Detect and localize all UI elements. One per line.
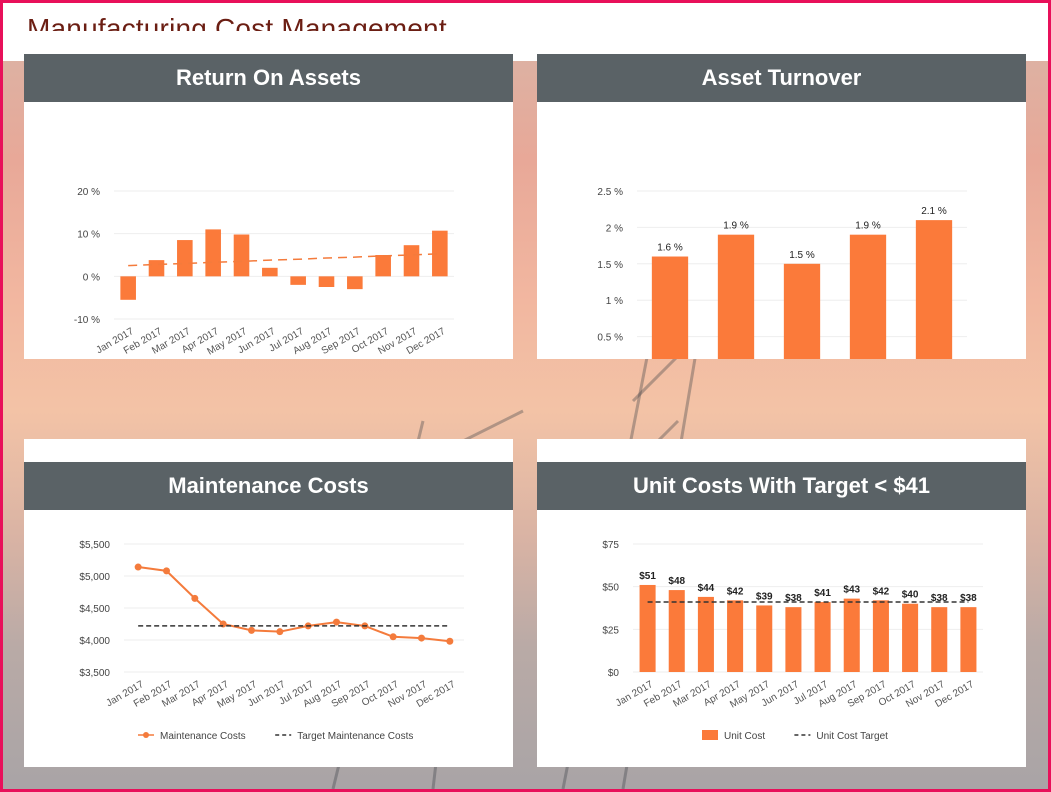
bar xyxy=(318,276,335,287)
roa-panel: Return On Assets 20 % 10 % 0 % -10 % Jan 201… xyxy=(24,31,513,359)
unit-cost-title: Unit Costs With Target < $41 xyxy=(537,462,1026,510)
line-point xyxy=(418,634,425,642)
unit-cost-panel: Unit Costs With Target < $41 $75 $50 $25 $0… xyxy=(537,439,1026,767)
y-tick-label: -10 % xyxy=(74,315,100,326)
bar xyxy=(902,603,919,672)
y-tick-label: 0.5 % xyxy=(597,333,623,344)
data-label: $42 xyxy=(727,586,744,597)
bar xyxy=(651,256,689,359)
data-label: 1.9 % xyxy=(855,221,881,232)
bar xyxy=(347,276,363,290)
line-point xyxy=(389,633,397,641)
y-tick-label: $5,500 xyxy=(79,540,110,551)
data-label: 1.9 % xyxy=(723,221,749,232)
asset-turnover-chart: 2.5 %2 %1.5 %1 %0.5 %0 %2013201420152016… xyxy=(597,187,967,359)
y-tick-label: $3,500 xyxy=(79,668,110,679)
line-point xyxy=(333,618,340,626)
bar xyxy=(756,605,773,672)
data-label: $38 xyxy=(785,593,802,604)
dashboard-frame: Manufacturing Cost Management Return On … xyxy=(3,3,1048,789)
legend-label: Maintenance Costs xyxy=(160,731,246,742)
line-point xyxy=(276,628,284,636)
line-point xyxy=(134,563,142,571)
series-line xyxy=(138,566,450,643)
data-label: $38 xyxy=(931,593,948,604)
asset-turnover-panel: Asset Turnover 2.5 %2 %1.5 %1 %0.5 %0 %2… xyxy=(537,31,1026,359)
bar xyxy=(403,245,420,277)
bar xyxy=(148,260,165,277)
y-tick-label: 1.5 % xyxy=(597,260,623,271)
data-label: $44 xyxy=(698,583,715,594)
bar xyxy=(872,600,889,672)
legend-marker xyxy=(143,732,149,738)
bar xyxy=(639,584,656,672)
y-tick-label: $25 xyxy=(602,625,619,636)
data-label: 1.6 % xyxy=(657,243,683,254)
y-tick-label: 10 % xyxy=(77,230,100,241)
bar xyxy=(177,240,193,277)
y-tick-label: 2.5 % xyxy=(597,187,623,198)
line-point xyxy=(191,594,199,602)
maintenance-title: Maintenance Costs xyxy=(24,462,513,510)
line-point xyxy=(446,637,454,645)
bar xyxy=(849,234,887,359)
bar xyxy=(717,234,755,359)
y-tick-label: $4,000 xyxy=(79,636,110,647)
asset-turnover-title: Asset Turnover xyxy=(537,54,1026,102)
y-tick-label: $4,500 xyxy=(79,604,110,615)
roa-title: Return On Assets xyxy=(24,54,513,102)
data-label: $42 xyxy=(873,586,890,597)
data-label: $40 xyxy=(902,590,919,601)
bar xyxy=(783,263,821,359)
y-tick-label: 1 % xyxy=(606,296,623,307)
line-point xyxy=(163,567,170,575)
data-label: $38 xyxy=(960,593,977,604)
bar xyxy=(843,598,860,672)
data-label: $39 xyxy=(756,591,773,602)
bar xyxy=(697,596,714,672)
bar xyxy=(785,607,802,672)
maintenance-panel: Maintenance Costs $5,500 $5,000 $4,500 $4,0… xyxy=(24,439,513,767)
bar xyxy=(205,229,221,277)
line-point xyxy=(248,626,255,634)
legend-label: Unit Cost xyxy=(724,731,765,742)
y-tick-label: 20 % xyxy=(77,187,100,198)
legend-swatch xyxy=(702,730,718,740)
data-label: $43 xyxy=(843,585,860,596)
legend-label: Target Maintenance Costs xyxy=(297,731,413,742)
dashed-line xyxy=(128,252,440,267)
data-label: 2.1 % xyxy=(921,206,947,217)
bar xyxy=(120,276,136,300)
data-label: $51 xyxy=(639,571,656,582)
bar xyxy=(960,607,977,672)
y-tick-label: 0 % xyxy=(83,272,100,283)
bar xyxy=(668,590,685,672)
y-tick-label: $75 xyxy=(602,540,619,551)
y-tick-label: $5,000 xyxy=(79,572,110,583)
data-label: $48 xyxy=(668,576,685,587)
bar xyxy=(931,607,948,672)
y-tick-label: $0 xyxy=(608,668,620,679)
bar xyxy=(432,230,448,277)
bar xyxy=(262,267,278,277)
bar xyxy=(375,255,391,277)
bar xyxy=(727,600,744,672)
bar xyxy=(915,220,953,359)
bar xyxy=(290,276,306,285)
data-label: $41 xyxy=(814,588,831,599)
y-tick-label: 2 % xyxy=(606,223,623,234)
bar xyxy=(233,234,250,277)
y-tick-label: $50 xyxy=(602,583,619,594)
legend-label: Unit Cost Target xyxy=(816,731,888,742)
data-label: 1.5 % xyxy=(789,250,815,261)
bar xyxy=(814,602,831,672)
